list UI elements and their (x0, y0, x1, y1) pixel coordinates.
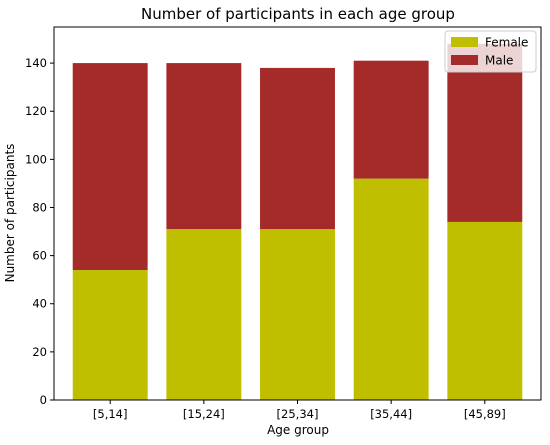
bar-female-0 (72, 270, 148, 400)
y-tick-label: 20 (32, 345, 47, 359)
bar-male-2 (260, 67, 335, 230)
bar-female-1 (166, 229, 242, 400)
x-tick-label: [15,24] (183, 407, 225, 421)
x-axis-label: Age group (267, 423, 329, 437)
y-tick-label: 140 (25, 56, 47, 70)
bar-male-0 (72, 63, 148, 271)
bar-male-4 (447, 43, 523, 222)
y-tick-label: 40 (32, 297, 47, 311)
y-axis: 0 20 40 60 80 100 120 140 (25, 56, 54, 407)
legend-label-female: Female (485, 36, 528, 50)
y-tick-label: 100 (25, 152, 47, 166)
x-tick-label: [5,14] (93, 407, 128, 421)
x-tick-label: [25,34] (277, 407, 319, 421)
legend-label-male: Male (485, 54, 513, 68)
bar-male-1 (166, 63, 242, 230)
legend: Female Male (444, 30, 537, 73)
legend-swatch-female (451, 37, 478, 47)
bar-male-3 (353, 60, 429, 179)
x-tick-label: [35,44] (370, 407, 412, 421)
y-tick-label: 80 (32, 200, 47, 214)
legend-swatch-male (451, 55, 478, 65)
x-axis: [5,14] [15,24] [25,34] [35,44] [45,89] (93, 400, 506, 421)
x-tick-label: [45,89] (464, 407, 506, 421)
y-axis-label: Number of participants (3, 144, 17, 283)
bar-female-3 (353, 178, 429, 400)
y-tick-label: 0 (40, 393, 47, 407)
bar-female-2 (260, 229, 335, 400)
y-tick-label: 60 (32, 249, 47, 263)
bar-female-4 (447, 221, 523, 400)
y-tick-label: 120 (25, 104, 47, 118)
bars-group (72, 43, 523, 400)
chart-title: Number of participants in each age group (141, 5, 455, 23)
